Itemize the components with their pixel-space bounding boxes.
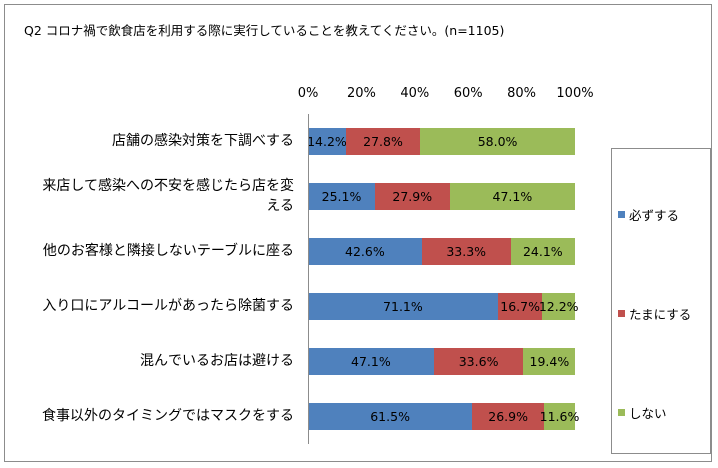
data-label: 11.6%	[539, 408, 580, 424]
chart-title: Q2 コロナ禍で飲食店を利用する際に実行していることを教えてください。(n=11…	[24, 23, 505, 38]
category-label: 店舗の感染対策を下調べする	[0, 131, 294, 151]
legend-label: しない	[629, 406, 667, 421]
bar-segment: 26.9%	[472, 402, 545, 430]
data-label: 33.3%	[446, 243, 487, 259]
legend-swatch	[618, 211, 625, 218]
bar-segment: 16.7%	[497, 292, 543, 320]
data-label: 24.1%	[522, 243, 563, 259]
bar-segment: 61.5%	[308, 402, 473, 430]
bar-segment: 27.9%	[375, 182, 450, 210]
category-label-line: 他のお客様と隣接しないテーブルに座る	[42, 243, 294, 259]
y-axis-line	[308, 114, 309, 444]
bar-segment: 14.2%	[307, 127, 347, 155]
data-label: 58.0%	[477, 133, 518, 149]
legend-label: たまにする	[629, 307, 692, 322]
legend-label: 必ずする	[629, 208, 680, 223]
bar-segment: 47.1%	[308, 347, 434, 375]
bar-segment: 33.6%	[433, 347, 524, 375]
category-label-line: 店舗の感染対策を下調べする	[112, 133, 294, 149]
category-label-line: 入り口にアルコールがあったら除菌する	[42, 298, 294, 314]
category-label-line: 来店して感染への不安を感じたら店を変	[42, 178, 294, 194]
bar-segment: 12.2%	[539, 292, 579, 320]
category-label: 食事以外のタイミングではマスクをする	[0, 406, 294, 426]
category-label: 入り口にアルコールがあったら除菌する	[0, 296, 294, 316]
data-label: 27.9%	[392, 188, 433, 204]
category-label-line: 食事以外のタイミングではマスクをする	[42, 408, 294, 424]
data-label: 47.1%	[492, 188, 533, 204]
legend-item: しない	[618, 403, 667, 422]
data-label: 26.9%	[488, 408, 528, 424]
bar-segment: 27.8%	[345, 127, 421, 155]
x-tick-label: 60%	[453, 86, 483, 101]
data-label: 47.1%	[351, 353, 391, 369]
category-label-line: える	[266, 198, 294, 214]
x-tick-label: 20%	[346, 86, 376, 101]
legend-item: たまにする	[618, 304, 691, 323]
bar-segment: 42.6%	[308, 237, 422, 265]
legend-swatch	[618, 409, 625, 416]
category-label-line: 混んでいるお店は避ける	[140, 353, 294, 369]
data-label: 27.8%	[363, 133, 403, 149]
x-tick-label: 80%	[507, 86, 537, 101]
x-tick-label: 40%	[400, 86, 430, 101]
bar-segment: 19.4%	[523, 347, 576, 375]
data-label: 61.5%	[370, 408, 410, 424]
bar-segment: 33.3%	[421, 237, 511, 265]
bar-segment: 24.1%	[510, 237, 575, 265]
bar-segment: 11.6%	[540, 402, 579, 430]
legend-item: 必ずする	[618, 205, 679, 224]
x-tick-label: 0%	[297, 86, 319, 101]
data-label: 19.4%	[529, 353, 570, 369]
bar-segment: 58.0%	[420, 127, 575, 155]
data-label: 42.6%	[345, 243, 385, 259]
chart-frame	[4, 4, 712, 462]
data-label: 16.7%	[500, 298, 540, 314]
legend-swatch	[618, 310, 625, 317]
data-label: 71.1%	[383, 298, 423, 314]
bar-segment: 47.1%	[449, 182, 576, 210]
data-label: 33.6%	[458, 353, 499, 369]
category-label: 他のお客様と隣接しないテーブルに座る	[0, 241, 294, 261]
category-label: 混んでいるお店は避ける	[0, 351, 294, 371]
category-label: 来店して感染への不安を感じたら店を変える	[0, 176, 294, 216]
data-label: 25.1%	[321, 188, 362, 204]
data-label: 12.2%	[538, 298, 579, 314]
bar-segment: 25.1%	[308, 182, 376, 210]
bar-segment: 71.1%	[308, 292, 498, 320]
legend: 必ずするたまにするしない	[611, 148, 711, 454]
x-tick-label: 100%	[556, 86, 594, 101]
data-label: 14.2%	[307, 133, 347, 149]
